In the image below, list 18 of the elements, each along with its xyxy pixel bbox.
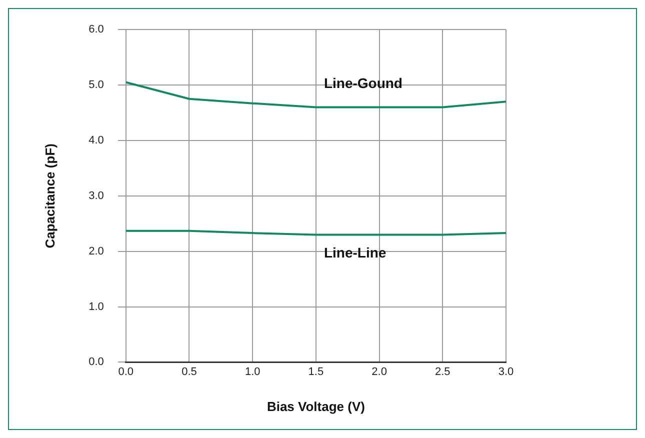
x-tick-label: 0.5 — [182, 366, 197, 378]
y-axis-title: Capacitance (pF) — [42, 144, 58, 248]
x-tick-label: 2.0 — [372, 366, 387, 378]
y-tick-label: 3.0 — [88, 190, 104, 202]
series-label: Line-Line — [324, 244, 386, 261]
y-tick-label: 6.0 — [88, 24, 104, 36]
x-tick-label: 3.0 — [498, 366, 514, 378]
y-tick-label: 1.0 — [88, 300, 104, 313]
y-tick-label: 0.0 — [88, 356, 104, 368]
x-axis-title: Bias Voltage (V) — [266, 398, 365, 414]
x-tick-label: 1.5 — [308, 366, 324, 378]
x-tick-label: 2.5 — [435, 366, 450, 378]
series-label: Line-Gound — [324, 75, 402, 92]
x-tick-label: 1.0 — [244, 366, 260, 378]
y-tick-label: 4.0 — [88, 134, 104, 146]
y-tick-label: 5.0 — [88, 79, 104, 92]
y-tick-label: 2.0 — [88, 245, 104, 258]
x-tick-label: 0.0 — [118, 366, 134, 378]
